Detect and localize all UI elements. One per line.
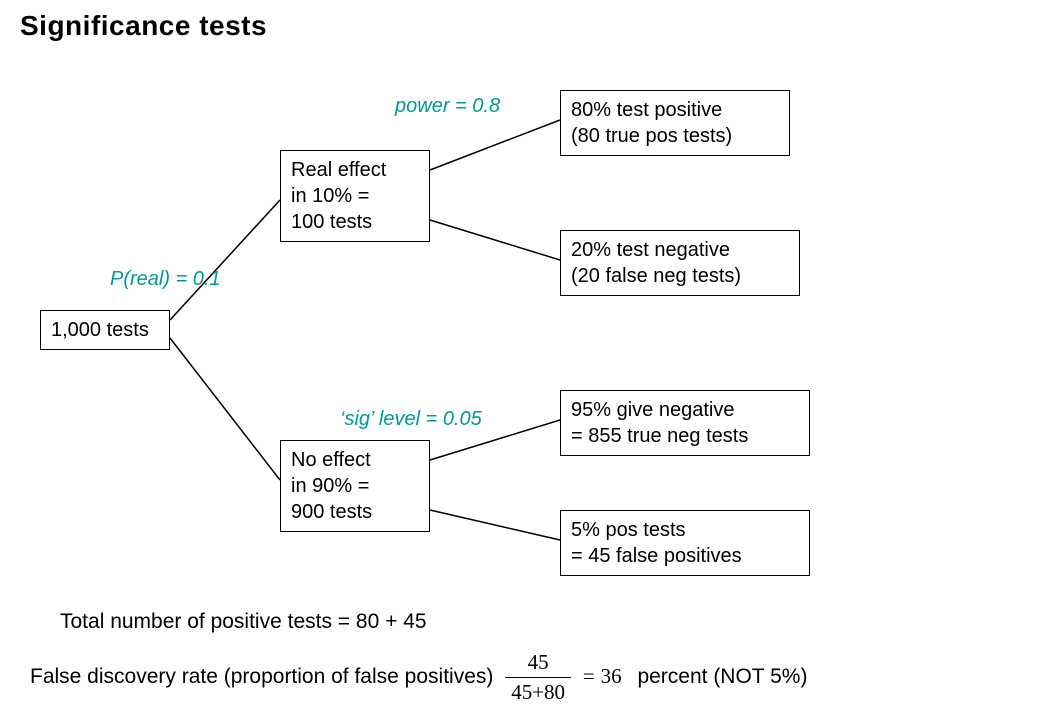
node-false-positive: 5% pos tests= 45 false positives	[560, 510, 810, 576]
node-real-effect: Real effectin 10% =100 tests	[280, 150, 430, 242]
label-p-real: P(real) = 0.1	[110, 268, 221, 291]
label-power: power = 0.8	[395, 95, 500, 118]
fraction-denominator: 45+80	[505, 678, 571, 705]
equals-sign: =	[583, 664, 595, 688]
node-root: 1,000 tests	[40, 310, 170, 350]
page-title: Significance tests	[20, 10, 267, 42]
footer-fdr: False discovery rate (proportion of fals…	[30, 650, 807, 705]
node-true-negative: 95% give negative= 855 true neg tests	[560, 390, 810, 456]
fraction-numerator: 45	[505, 650, 571, 678]
fdr-prefix: False discovery rate (proportion of fals…	[30, 665, 493, 688]
label-sig-level: ‘sig’ level = 0.05	[340, 408, 482, 431]
fdr-result: 36	[601, 664, 622, 688]
fdr-fraction: 45 45+80	[505, 650, 571, 705]
fdr-suffix: percent (NOT 5%)	[637, 665, 807, 688]
node-false-negative: 20% test negative(20 false neg tests)	[560, 230, 800, 296]
diagram-canvas: Significance tests 1,000 tests Real effe…	[0, 0, 1040, 720]
footer-total-positives: Total number of positive tests = 80 + 45	[60, 610, 427, 634]
node-true-positive: 80% test positive(80 true pos tests)	[560, 90, 790, 156]
node-no-effect: No effectin 90% =900 tests	[280, 440, 430, 532]
